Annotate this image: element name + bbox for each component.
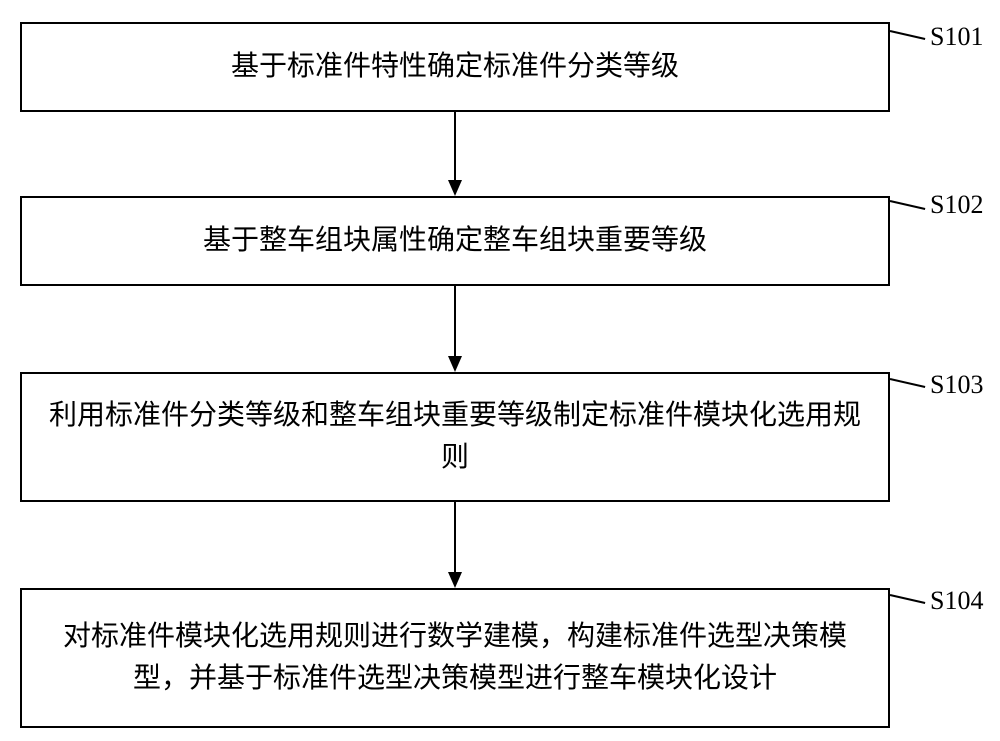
leader-line (890, 30, 925, 40)
flow-node-text: 基于整车组块属性确定整车组块重要等级 (203, 220, 707, 262)
step-label-n1: S101 (930, 22, 983, 52)
flow-node-n2: 基于整车组块属性确定整车组块重要等级 (20, 196, 890, 286)
flow-node-n4: 对标准件模块化选用规则进行数学建模，构建标准件选型决策模型，并基于标准件选型决策… (20, 588, 890, 728)
flow-node-text: 对标准件模块化选用规则进行数学建模，构建标准件选型决策模型，并基于标准件选型决策… (42, 616, 868, 700)
leader-line (890, 594, 925, 604)
leader-line (890, 200, 925, 210)
arrow-n1-n2 (435, 112, 475, 196)
flow-node-n3: 利用标准件分类等级和整车组块重要等级制定标准件模块化选用规则 (20, 372, 890, 502)
step-label-n3: S103 (930, 370, 983, 400)
flow-node-text: 基于标准件特性确定标准件分类等级 (231, 46, 679, 88)
step-label-n4: S104 (930, 586, 983, 616)
flow-node-text: 利用标准件分类等级和整车组块重要等级制定标准件模块化选用规则 (42, 395, 868, 479)
leader-line (890, 378, 925, 388)
arrow-n2-n3 (435, 286, 475, 372)
step-label-n2: S102 (930, 190, 983, 220)
flow-node-n1: 基于标准件特性确定标准件分类等级 (20, 22, 890, 112)
arrow-n3-n4 (435, 502, 475, 588)
flowchart-canvas: 基于标准件特性确定标准件分类等级 S101 基于整车组块属性确定整车组块重要等级 S1… (0, 0, 1000, 741)
